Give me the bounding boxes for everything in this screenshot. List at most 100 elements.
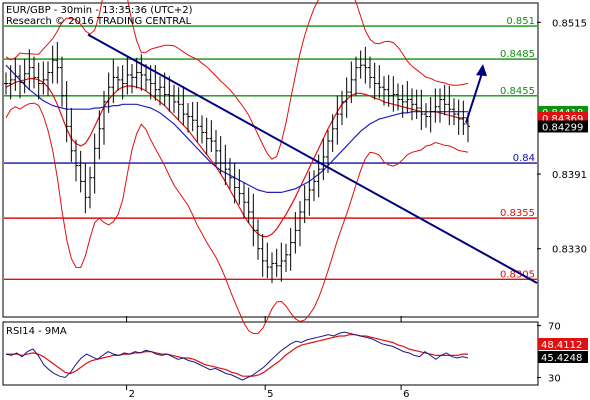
price-bar bbox=[298, 200, 302, 247]
price-bar bbox=[442, 84, 447, 116]
price-bar bbox=[424, 103, 428, 128]
level-label: 0.8305 bbox=[500, 269, 535, 280]
price-bar bbox=[256, 219, 260, 260]
price-bar bbox=[461, 100, 466, 135]
price-bar bbox=[13, 57, 18, 91]
price-bar bbox=[456, 99, 461, 135]
price-bar bbox=[27, 49, 32, 90]
bollinger-lower-band bbox=[5, 102, 469, 335]
price-bar bbox=[172, 84, 176, 113]
price-bar bbox=[232, 163, 237, 204]
price-bar bbox=[8, 65, 13, 100]
price-bar bbox=[447, 85, 452, 126]
price-bar bbox=[363, 46, 368, 84]
price-box bbox=[538, 120, 588, 133]
price-bar bbox=[433, 88, 438, 123]
research-credit: Research © 2016 TRADING CENTRAL bbox=[6, 16, 192, 27]
price-box-label: 0.84299 bbox=[542, 122, 583, 133]
price-bar bbox=[358, 50, 363, 79]
price-bar bbox=[209, 120, 214, 153]
price-bar bbox=[120, 65, 125, 100]
price-bar bbox=[97, 110, 102, 160]
rsi-panel-frame bbox=[2, 321, 539, 386]
price-bar bbox=[50, 45, 55, 84]
price-bar bbox=[214, 130, 218, 167]
price-bar bbox=[344, 77, 349, 118]
price-bar bbox=[83, 163, 88, 214]
rsi-ma-line bbox=[6, 334, 468, 377]
price-bar bbox=[326, 130, 330, 173]
price-bar bbox=[130, 63, 134, 94]
price-bar bbox=[41, 61, 46, 95]
price-bar bbox=[452, 98, 456, 126]
rsi-lines bbox=[5, 331, 469, 381]
price-bar bbox=[148, 65, 153, 100]
price-bar bbox=[438, 88, 442, 123]
price-bar bbox=[260, 234, 265, 277]
price-bar bbox=[218, 136, 223, 175]
price-bar bbox=[74, 139, 78, 182]
price-bar bbox=[382, 76, 386, 106]
price-bar bbox=[186, 103, 190, 133]
price-bar bbox=[340, 90, 344, 126]
price-bar bbox=[400, 84, 405, 118]
price-tick-label: 0.8391 bbox=[552, 170, 587, 181]
level-label: 0.8355 bbox=[500, 208, 535, 219]
price-bar bbox=[176, 87, 181, 121]
forecast-arrow-head bbox=[476, 64, 487, 77]
level-label: 0.851 bbox=[506, 16, 535, 27]
price-bar bbox=[167, 76, 172, 112]
price-bar bbox=[36, 62, 41, 100]
level-label: 0.8485 bbox=[500, 49, 535, 60]
rsi-tick-label: 30 bbox=[548, 374, 561, 385]
price-bar bbox=[312, 170, 316, 201]
price-bar bbox=[134, 57, 139, 89]
rsi-value-label: 45.4248 bbox=[541, 353, 582, 364]
price-bar bbox=[139, 54, 144, 91]
time-tick-label: 2 bbox=[129, 389, 135, 400]
price-box-label: 0.84369 bbox=[542, 114, 583, 125]
price-bar bbox=[279, 242, 284, 282]
rsi-panel-title: RSI14 - 9MA bbox=[6, 326, 67, 337]
price-bar bbox=[242, 182, 246, 219]
price-bar bbox=[92, 133, 97, 194]
rsi-line bbox=[5, 331, 469, 381]
price-bar bbox=[349, 61, 354, 104]
price-bar bbox=[330, 114, 335, 153]
price-bar bbox=[368, 56, 372, 89]
price-bar bbox=[274, 248, 279, 277]
instrument-title: EUR/GBP - 30min - 13:35:36 (UTC+2) bbox=[6, 5, 193, 16]
price-bar bbox=[69, 108, 74, 162]
price-panel-frame bbox=[2, 2, 539, 318]
time-tick-label: 6 bbox=[403, 389, 409, 400]
rsi-value-label: 48.4112 bbox=[541, 340, 582, 351]
price-bar bbox=[102, 90, 106, 145]
price-bar bbox=[405, 81, 410, 113]
level-label: 0.8455 bbox=[500, 86, 535, 97]
price-bar bbox=[396, 83, 400, 111]
ma-slow-line bbox=[5, 64, 468, 193]
rsi-value-box bbox=[538, 338, 588, 350]
price-bar bbox=[18, 65, 22, 99]
price-bar bbox=[181, 85, 186, 126]
price-bar bbox=[293, 212, 298, 254]
price-bar bbox=[144, 63, 148, 91]
price-axis: 0.8515 0.8391 0.8330 bbox=[537, 18, 587, 256]
price-bar bbox=[391, 76, 396, 112]
price-bar bbox=[265, 242, 270, 279]
price-bar bbox=[111, 59, 116, 104]
price-bar bbox=[335, 95, 340, 145]
price-bar bbox=[414, 89, 419, 120]
price-bar bbox=[251, 193, 256, 247]
rsi-tick-label: 70 bbox=[548, 322, 561, 333]
level-label: 0.84 bbox=[513, 153, 535, 164]
price-bar bbox=[200, 115, 204, 144]
price-bar bbox=[223, 144, 228, 186]
bollinger-upper-band bbox=[5, 0, 469, 160]
price-bar bbox=[22, 59, 27, 94]
price-tick-label: 0.8515 bbox=[552, 18, 587, 29]
price-bar bbox=[246, 187, 251, 224]
price-bar bbox=[302, 185, 307, 224]
price-bar bbox=[106, 72, 111, 113]
